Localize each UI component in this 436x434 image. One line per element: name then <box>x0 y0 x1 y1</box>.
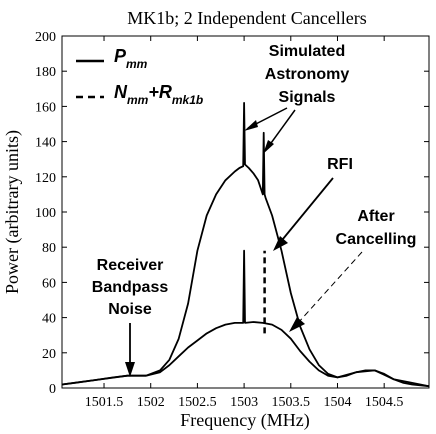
annotation-receiver-line3: Noise <box>108 301 152 318</box>
y-tick-label: 180 <box>35 65 56 80</box>
y-tick-label: 100 <box>35 206 56 221</box>
arrow-astronomy-1-head <box>244 120 258 131</box>
arrow-rfi-shaft <box>278 178 333 245</box>
x-tick-label: 1501.5 <box>85 395 124 410</box>
x-tick-label: 1504.5 <box>365 395 404 410</box>
legend-pmm-sub: mm <box>126 57 148 71</box>
legend-nmm-sub: mm <box>127 93 149 107</box>
y-tick-label: 160 <box>35 100 56 115</box>
annotation-astronomy-line1: Simulated <box>269 43 345 60</box>
y-tick-label: 120 <box>35 171 56 186</box>
y-tick-label: 80 <box>42 241 56 256</box>
arrow-receiver-head <box>125 362 135 377</box>
legend: Pmm Nmm+Rmk1b <box>76 46 203 107</box>
annotation-astronomy-line3: Signals <box>279 89 336 106</box>
legend-rmk1b-main: +R <box>148 82 172 102</box>
annotation-receiver-line1: Receiver <box>97 257 164 274</box>
y-tick-label: 0 <box>49 382 56 397</box>
annotation-after-line2: Cancelling <box>336 231 417 248</box>
annotations: Simulated Astronomy Signals RFI After Ca… <box>92 43 417 318</box>
annotation-rfi: RFI <box>327 156 353 173</box>
legend-nmm-main: N <box>114 82 128 102</box>
x-tick-label: 1502 <box>137 395 165 410</box>
legend-label-nmm-rmk1b: Nmm+Rmk1b <box>114 82 203 107</box>
y-tick-label: 200 <box>35 30 56 45</box>
annotation-astronomy-line2: Astronomy <box>265 66 350 83</box>
x-tick-label: 1503 <box>230 395 258 410</box>
legend-label-pmm: Pmm <box>114 46 148 71</box>
y-tick-label: 40 <box>42 312 56 327</box>
annotation-receiver-line2: Bandpass <box>92 279 169 296</box>
annotation-after-line1: After <box>357 208 394 225</box>
y-tick-label: 140 <box>35 136 56 151</box>
chart-title: MK1b; 2 Independent Cancellers <box>127 8 366 28</box>
y-axis-label: Power (arbitrary units) <box>2 130 23 294</box>
x-tick-label: 1502.5 <box>178 395 217 410</box>
x-axis-label: Frequency (MHz) <box>180 410 309 431</box>
x-tick-label: 1504 <box>323 395 351 410</box>
arrow-after-shaft <box>298 252 362 323</box>
legend-rmk1b-sub: mk1b <box>172 93 203 107</box>
y-tick-label: 20 <box>42 347 56 362</box>
y-tick-label: 60 <box>42 276 56 291</box>
x-tick-label: 1503.5 <box>272 395 311 410</box>
arrow-after-head <box>289 317 305 332</box>
